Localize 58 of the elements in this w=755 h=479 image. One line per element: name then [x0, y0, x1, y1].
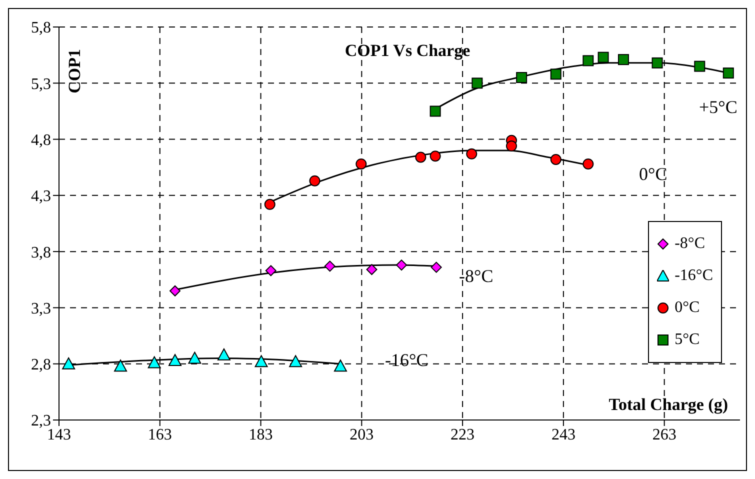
annotation: -8°C	[459, 266, 494, 287]
point	[309, 175, 320, 186]
legend-label: -8°C	[674, 235, 705, 253]
point	[170, 285, 181, 296]
y-tick-label: 5,3	[31, 76, 51, 93]
x-tick-label: 163	[148, 426, 172, 444]
y-tick-label: 5,8	[31, 20, 51, 37]
point	[652, 57, 663, 68]
y-tick-label: 2,8	[31, 356, 51, 374]
x-tick-label: 183	[248, 426, 273, 444]
point	[334, 360, 347, 372]
point	[168, 354, 182, 366]
point	[466, 148, 478, 160]
point	[265, 265, 276, 276]
annotation: 0°C	[639, 164, 668, 185]
y-tick-label: 4,3	[31, 188, 51, 206]
point	[472, 78, 483, 89]
y-tick-label: 3,8	[31, 244, 51, 262]
y-tick-label: 3,3	[31, 300, 51, 318]
point	[550, 154, 562, 165]
point	[62, 357, 76, 370]
point	[289, 355, 302, 368]
point	[516, 72, 528, 84]
point	[582, 158, 594, 170]
point	[264, 198, 276, 210]
point	[324, 260, 336, 272]
point	[415, 152, 426, 163]
point	[550, 68, 562, 80]
legend-label: 5°C	[674, 331, 700, 349]
x-tick-label: 243	[551, 426, 576, 444]
text: COP1 Vs Charge	[344, 41, 470, 60]
point	[430, 262, 442, 273]
point	[694, 60, 706, 72]
x-axis-title: Total Charge (g)	[608, 395, 728, 415]
x-tick-label: 223	[450, 426, 475, 444]
x-tick-label: 263	[652, 426, 676, 444]
point	[188, 352, 202, 364]
y-axis-title: COP1	[65, 49, 85, 94]
point	[114, 360, 128, 372]
point	[582, 55, 594, 66]
point	[722, 68, 734, 79]
legend-label: 0°C	[674, 299, 700, 317]
point	[598, 52, 609, 63]
point	[396, 260, 408, 271]
point	[366, 264, 378, 276]
point	[356, 158, 367, 170]
point	[506, 140, 517, 152]
x-tick-label: 203	[350, 426, 374, 444]
point	[148, 356, 161, 368]
point	[430, 106, 441, 117]
point	[430, 150, 441, 162]
point	[254, 355, 268, 368]
point	[217, 348, 230, 360]
annotation: -16°C	[385, 350, 428, 371]
point	[618, 54, 629, 66]
y-tick-label: 4,8	[31, 132, 51, 149]
annotation: +5°C	[699, 97, 738, 118]
legend-label: -16°C	[674, 267, 713, 285]
